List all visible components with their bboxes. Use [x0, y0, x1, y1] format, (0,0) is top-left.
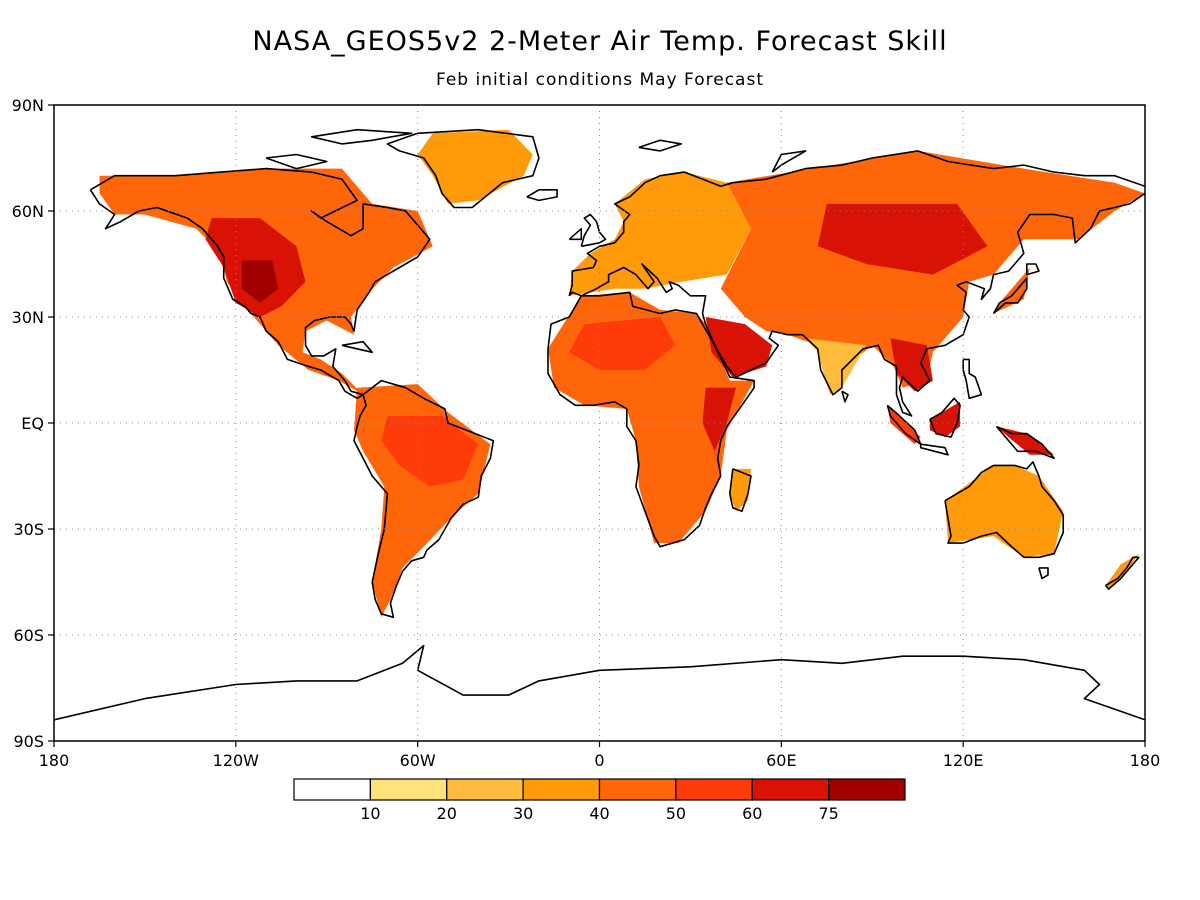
skill-region-amazon — [381, 415, 479, 487]
coastline-22 — [265, 153, 328, 170]
y-tick-label: 60N — [12, 202, 44, 221]
coastline-7 — [929, 397, 961, 438]
skill-region-east-africa — [702, 387, 736, 452]
coastline-11 — [962, 358, 983, 400]
skill-regions — [99, 129, 1145, 618]
skill-region-southeast-asia — [890, 338, 933, 392]
y-tick-label: 90N — [12, 96, 44, 115]
x-tick-label: 0 — [594, 751, 604, 770]
colorbar-label: 30 — [513, 804, 533, 823]
coastline-18 — [1104, 556, 1140, 590]
skill-region-us-hot-spot — [241, 260, 279, 303]
y-tick-label: EQ — [21, 414, 44, 433]
y-tick-label: 30N — [12, 308, 44, 327]
coastline-26 — [638, 139, 683, 152]
coastline-2 — [353, 379, 495, 619]
colorbar-swatch — [522, 778, 601, 801]
colorbar-label: 60 — [742, 804, 762, 823]
x-tick-label: 180 — [39, 751, 70, 770]
coastline-6 — [944, 461, 1064, 559]
x-tick-label: 60E — [766, 751, 796, 770]
skill-region-india — [805, 338, 867, 395]
coastline-13 — [1026, 263, 1040, 276]
colorbar-swatch — [446, 778, 524, 801]
colorbar-label: 75 — [818, 804, 838, 823]
y-tick-label: 90S — [13, 732, 44, 751]
coastline-1 — [386, 128, 540, 209]
coastline-17 — [526, 189, 558, 202]
colorbar-label: 20 — [437, 804, 457, 823]
colorbar-swatch — [751, 778, 830, 801]
coastline-5 — [568, 192, 1145, 417]
x-tick-label: 120E — [943, 751, 984, 770]
colorbar-label: 40 — [589, 804, 609, 823]
coastline-14 — [728, 468, 752, 513]
coastline-16 — [568, 227, 583, 241]
coastline-24 — [1038, 567, 1049, 580]
x-tick-label: 120W — [213, 751, 260, 770]
coastline-3 — [547, 291, 755, 548]
coastline-15 — [580, 213, 607, 248]
map-subtitle: Feb initial conditions May Forecast — [435, 70, 764, 90]
y-axis-ticks: 90N 60N 30N EQ 30S 60S 90S — [12, 96, 54, 751]
coastline-10 — [995, 425, 1055, 460]
coastline-23 — [54, 644, 1145, 721]
skill-region-sumatra — [887, 405, 921, 445]
colorbar-label: 50 — [666, 804, 686, 823]
coastline-0 — [89, 167, 431, 400]
coastline-21 — [310, 128, 413, 145]
x-axis-ticks: 180 120W 60W 0 60E 120E 180 — [39, 741, 1161, 770]
skill-region-central-asia-core — [817, 203, 988, 275]
skill-region-australia — [945, 465, 1064, 558]
coastline-25 — [771, 150, 807, 173]
skill-region-europe — [569, 172, 751, 296]
map-title: NASA_GEOS5v2 2-Meter Air Temp. Forecast … — [252, 26, 948, 57]
y-tick-label: 30S — [13, 520, 44, 539]
coastline-9 — [919, 443, 949, 456]
colorbar-label: 10 — [360, 804, 380, 823]
skill-region-greenland — [417, 129, 533, 204]
colorbar-swatch — [293, 778, 371, 801]
y-tick-label: 60S — [13, 626, 44, 645]
skill-region-borneo — [929, 401, 961, 438]
colorbar-swatch — [598, 778, 677, 801]
skill-region-sahara-core — [569, 317, 676, 370]
coastline-20 — [341, 340, 374, 354]
colorbar: 10 20 30 40 50 60 75 — [293, 778, 906, 823]
coastline-4 — [568, 150, 1145, 297]
coastlines — [54, 128, 1145, 721]
colorbar-swatch — [675, 778, 753, 801]
coastline-19 — [841, 390, 849, 403]
colorbar-swatch — [369, 778, 448, 801]
colorbar-swatch — [828, 778, 906, 801]
coastline-12 — [992, 277, 1028, 315]
x-tick-label: 60W — [400, 751, 436, 770]
gridlines — [54, 105, 1145, 741]
x-tick-label: 180 — [1130, 751, 1161, 770]
